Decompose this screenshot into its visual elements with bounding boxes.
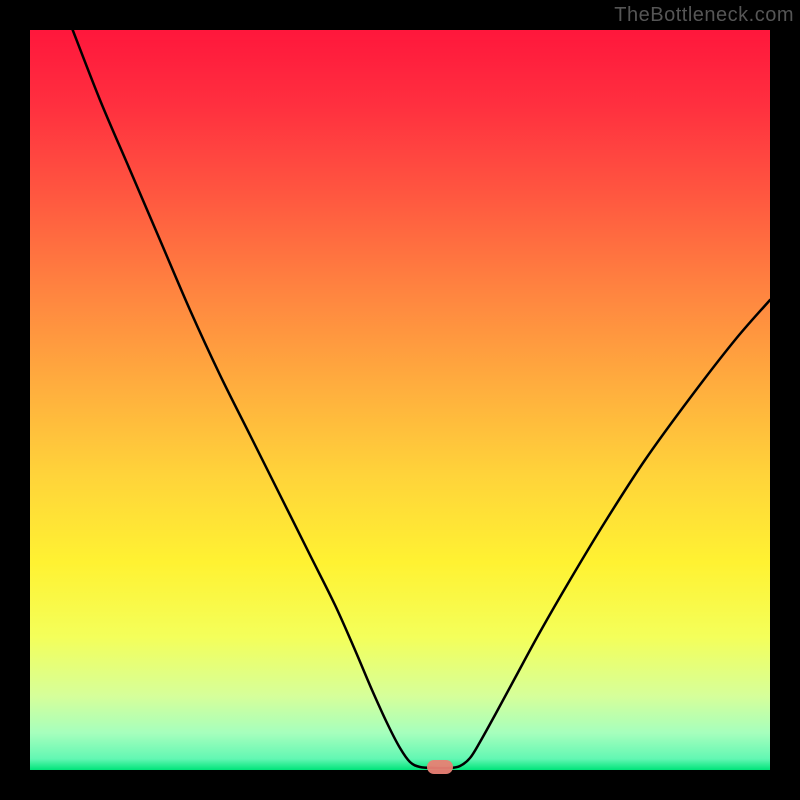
bottleneck-curve-chart (0, 0, 800, 800)
watermark-text: TheBottleneck.com (614, 4, 794, 27)
plot-background (30, 30, 770, 770)
chart-frame: TheBottleneck.com (0, 0, 800, 800)
sweet-spot-marker (427, 760, 453, 774)
